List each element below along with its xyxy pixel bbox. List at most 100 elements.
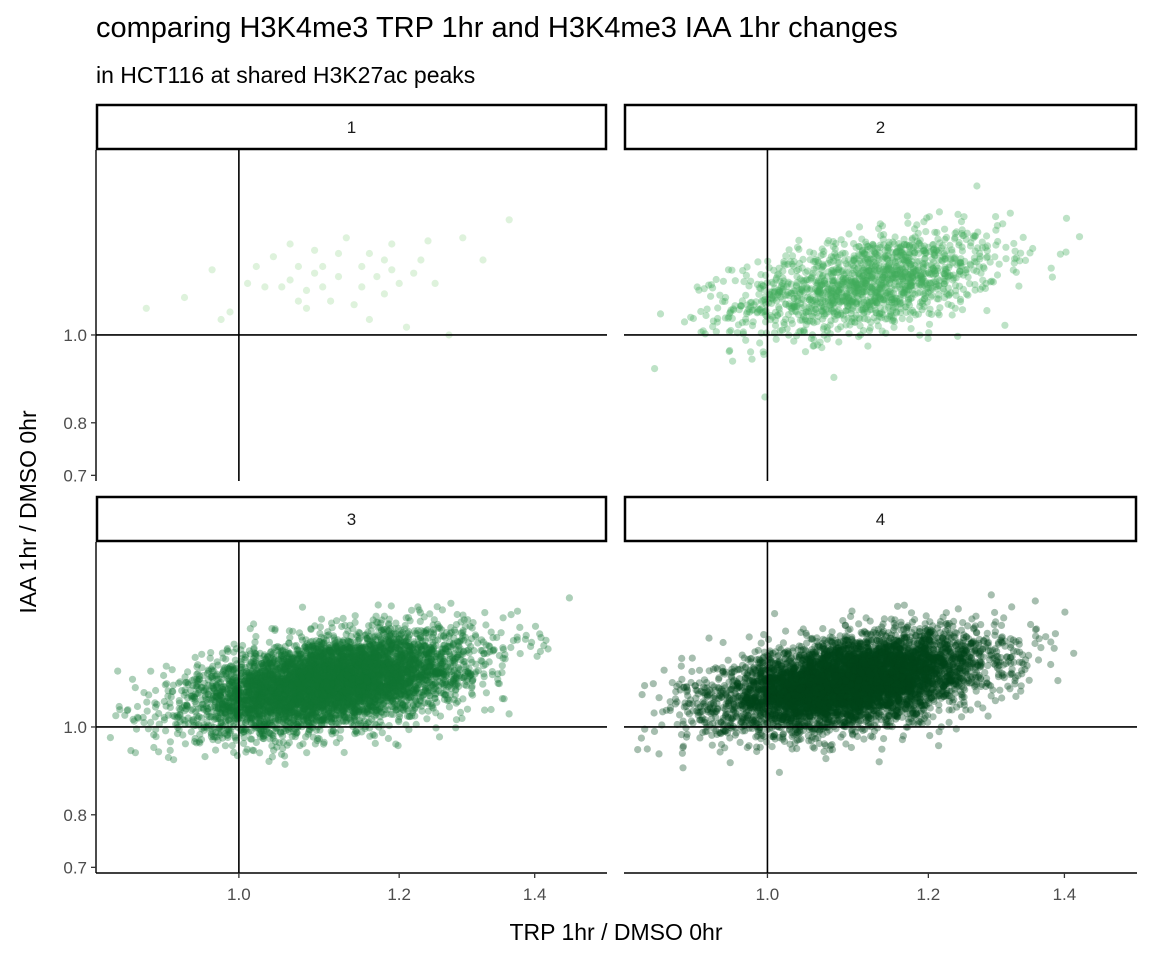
data-point [951, 229, 959, 237]
data-point [261, 283, 269, 291]
chart-subtitle: in HCT116 at shared H3K27ac peaks [96, 62, 476, 88]
data-point [807, 295, 815, 303]
data-point [1010, 239, 1018, 248]
data-point [860, 298, 868, 306]
facet-2-points [651, 182, 1084, 401]
data-point [973, 182, 981, 190]
data-point [888, 295, 896, 304]
facet-strip-1 [95, 103, 608, 151]
data-point [365, 249, 373, 258]
data-point [920, 218, 928, 226]
data-point [707, 292, 715, 300]
data-point [914, 310, 923, 318]
data-point [770, 266, 778, 274]
data-point [775, 270, 783, 278]
facet-strip-2 [623, 103, 1138, 151]
data-point [371, 739, 379, 748]
data-point [955, 238, 963, 247]
data-point [823, 327, 832, 335]
data-point [816, 284, 824, 292]
data-point [825, 237, 833, 245]
data-point [769, 280, 778, 288]
data-point [772, 274, 781, 282]
data-point [885, 264, 893, 272]
data-point [687, 313, 695, 321]
data-point [877, 314, 886, 322]
data-point [840, 240, 848, 248]
data-point [899, 275, 907, 283]
data-point [875, 265, 883, 273]
data-point [871, 294, 879, 302]
data-point [882, 265, 890, 273]
data-point [152, 686, 160, 695]
data-point [217, 315, 225, 324]
data-point [810, 257, 818, 266]
y-tick-label: 0.8 [63, 414, 87, 433]
data-point [790, 303, 799, 311]
data-point [937, 244, 946, 252]
data-point [981, 284, 990, 292]
data-point [285, 739, 293, 747]
data-point [891, 258, 899, 266]
data-point [747, 303, 755, 311]
data-point [844, 302, 852, 310]
data-point [380, 256, 388, 264]
data-point [944, 254, 953, 262]
data-point [912, 282, 920, 290]
data-point [351, 618, 359, 627]
data-point [656, 310, 665, 318]
data-point [844, 294, 852, 302]
data-point [316, 623, 324, 631]
data-point [828, 266, 836, 275]
data-point [873, 317, 881, 325]
data-point [714, 304, 722, 312]
facet-3-points [106, 594, 574, 768]
data-point [365, 315, 373, 324]
data-point [934, 235, 942, 243]
data-point [898, 249, 906, 257]
data-point [848, 318, 856, 326]
data-point [815, 258, 823, 266]
data-point [885, 238, 893, 246]
data-point [166, 746, 174, 755]
data-point [903, 257, 912, 265]
data-point [959, 232, 967, 240]
data-point [780, 283, 788, 291]
data-point [787, 280, 795, 288]
data-point [845, 330, 853, 338]
data-point [906, 279, 915, 288]
data-point [373, 273, 381, 281]
data-point [838, 268, 846, 276]
data-point [116, 706, 124, 714]
data-point [884, 256, 892, 264]
data-point [737, 302, 745, 310]
data-point [294, 297, 302, 305]
data-point [180, 293, 189, 302]
data-point [906, 295, 915, 303]
data-point [798, 264, 806, 272]
data-point [860, 250, 868, 258]
data-point [851, 289, 859, 297]
data-point [423, 715, 431, 723]
data-point [870, 267, 878, 275]
data-point [1001, 321, 1009, 329]
data-point [801, 348, 810, 356]
data-point [888, 266, 897, 274]
data-point [888, 317, 896, 325]
data-point [848, 297, 856, 305]
data-point [934, 295, 943, 303]
data-point [958, 306, 967, 314]
data-point [133, 702, 142, 711]
data-point [902, 253, 910, 261]
facet-1-points [142, 216, 513, 339]
data-point [830, 305, 839, 313]
data-point [868, 271, 877, 279]
data-point [994, 237, 1002, 246]
data-point [858, 264, 866, 272]
data-point [922, 248, 930, 257]
data-point [212, 746, 220, 754]
data-point [771, 321, 780, 330]
data-point [855, 270, 863, 278]
data-point [918, 297, 927, 305]
data-point [906, 315, 914, 323]
